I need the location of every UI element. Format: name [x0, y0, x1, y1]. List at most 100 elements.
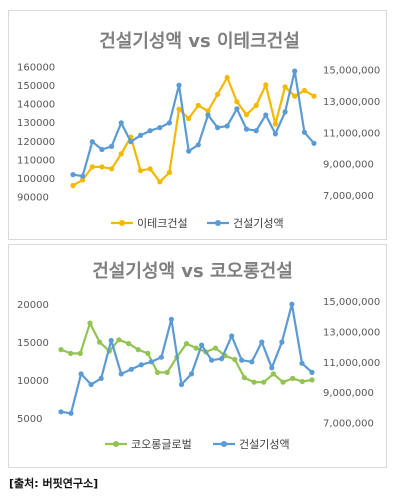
data-point-series-1 — [299, 378, 305, 385]
data-point-series-2 — [109, 143, 115, 149]
right-axis-tick-label: 11,000,000 — [323, 358, 380, 369]
right-axis-tick-label: 15,000,000 — [323, 66, 380, 77]
legend-label-2: 건설기성액 — [233, 217, 284, 230]
data-point-series-2 — [99, 146, 105, 153]
source-note: [출처: 버핏연구소] — [9, 477, 99, 490]
data-point-series-1 — [135, 347, 141, 353]
legend-label-1: 이테크건설 — [137, 217, 188, 230]
data-point-series-2 — [128, 366, 134, 372]
data-point-series-1 — [309, 377, 315, 383]
data-point-series-2 — [118, 371, 124, 377]
data-point-series-1 — [311, 93, 317, 99]
legend-marker-2 — [215, 220, 221, 226]
data-point-series-2 — [68, 410, 74, 416]
data-point-series-1 — [282, 84, 288, 90]
data-point-series-2 — [282, 109, 288, 115]
data-point-series-1 — [145, 350, 151, 356]
data-point-series-1 — [99, 164, 105, 170]
data-point-series-1 — [301, 87, 307, 94]
data-point-series-2 — [249, 359, 255, 365]
right-axis-tick-label: 15,000,000 — [323, 297, 380, 308]
data-point-series-1 — [147, 166, 153, 172]
data-point-series-2 — [229, 333, 235, 339]
legend-marker-1 — [119, 220, 125, 226]
left-axis-tick-label: 160000 — [17, 62, 55, 73]
left-axis-tick-label: 110000 — [17, 155, 55, 166]
legend-marker-1 — [113, 441, 119, 447]
data-point-series-2 — [158, 354, 164, 360]
legend-label-1: 코오롱글로벌 — [131, 438, 192, 451]
left-axis-tick-label: 100000 — [17, 174, 55, 185]
data-point-series-1 — [243, 112, 250, 118]
right-axis-tick-label: 7,000,000 — [323, 191, 374, 202]
data-point-series-1 — [292, 93, 298, 99]
data-point-series-1 — [77, 350, 83, 356]
data-point-series-2 — [279, 339, 285, 345]
data-point-series-1 — [109, 166, 115, 172]
data-point-series-2 — [186, 148, 192, 154]
data-point-series-1 — [154, 369, 161, 375]
right-axis-tick-label: 9,000,000 — [323, 388, 374, 399]
data-point-series-1 — [232, 356, 238, 363]
data-point-series-2 — [209, 357, 215, 363]
left-axis-tick-label: 140000 — [17, 100, 55, 111]
data-point-series-2 — [178, 381, 185, 388]
right-axis-tick-label: 9,000,000 — [323, 160, 374, 171]
data-point-series-2 — [70, 172, 76, 178]
right-axis-tick-label: 7,000,000 — [323, 418, 374, 429]
data-point-series-1 — [186, 115, 192, 122]
data-point-series-2 — [148, 359, 154, 365]
data-point-series-1 — [118, 151, 124, 157]
data-point-series-2 — [147, 128, 153, 134]
data-point-series-2 — [108, 337, 114, 344]
data-point-series-2 — [239, 357, 245, 363]
data-point-series-2 — [301, 129, 307, 135]
data-point-series-2 — [199, 342, 205, 348]
right-axis-tick-label: 13,000,000 — [323, 327, 380, 338]
data-point-series-1 — [80, 177, 86, 183]
chart-title: 건설기성액 vs 코오롱건설 — [92, 261, 293, 282]
data-point-series-2 — [263, 112, 269, 118]
chart-panel-kolon: 건설기성액 vs 코오롱건설 20000 15000 10000 5000 15,000,… — [8, 244, 387, 468]
data-point-series-1 — [241, 375, 247, 381]
data-point-series-2 — [311, 140, 317, 146]
data-point-series-2 — [166, 120, 172, 126]
series-line-1 — [72, 76, 315, 187]
data-point-series-1 — [195, 102, 201, 108]
data-point-series-1 — [212, 345, 219, 351]
legend-marker-2 — [221, 441, 227, 447]
data-point-series-2 — [118, 120, 124, 126]
data-point-series-1 — [215, 91, 221, 97]
right-axis-tick-label: 13,000,000 — [323, 97, 380, 108]
left-axis-tick-label: 10000 — [17, 376, 49, 387]
data-point-series-1 — [157, 179, 163, 185]
data-point-series-2 — [168, 316, 174, 322]
data-point-series-2 — [98, 375, 104, 381]
chart-panel-etech: 건설기성액 vs 이테크건설 160000 150000 140000 130000 12… — [8, 10, 387, 240]
right-axis-tick-label: 11,000,000 — [323, 128, 380, 139]
series-line-2 — [72, 69, 315, 178]
data-point-series-1 — [280, 379, 286, 385]
data-point-series-2 — [253, 128, 259, 134]
data-point-series-2 — [219, 356, 225, 362]
data-point-series-1 — [166, 169, 172, 176]
series-line-2 — [60, 303, 313, 415]
data-point-series-2 — [224, 123, 230, 129]
data-point-series-2 — [215, 125, 221, 131]
data-point-series-2 — [205, 112, 211, 118]
data-point-series-2 — [289, 301, 295, 307]
data-point-series-2 — [157, 125, 163, 131]
data-point-series-1 — [58, 347, 64, 353]
data-point-series-1 — [261, 379, 267, 385]
left-axis-tick-label: 150000 — [17, 81, 55, 92]
data-point-series-2 — [80, 173, 86, 179]
data-point-series-1 — [193, 345, 199, 351]
left-axis-tick-label: 120000 — [17, 137, 55, 148]
left-axis-tick-label: 15000 — [17, 338, 49, 349]
data-point-series-2 — [78, 371, 84, 377]
data-point-series-2 — [137, 132, 144, 138]
data-point-series-1 — [183, 341, 190, 347]
left-axis-tick-label: 20000 — [17, 300, 49, 311]
data-point-series-2 — [259, 339, 265, 345]
data-point-series-2 — [89, 139, 95, 145]
